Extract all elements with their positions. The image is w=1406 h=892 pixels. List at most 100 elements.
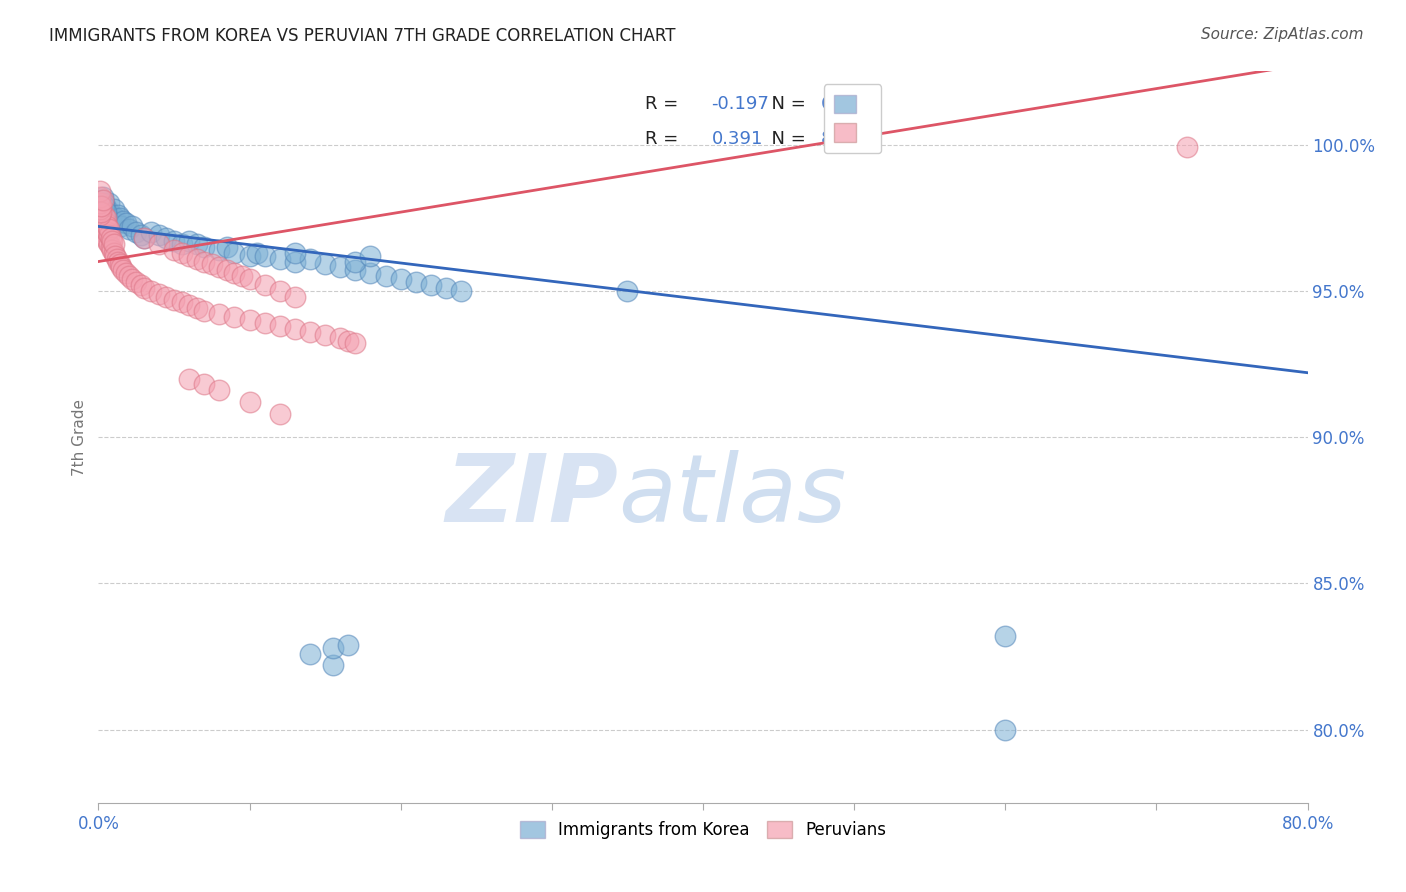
Text: R =: R =	[645, 95, 683, 113]
Point	[269, 407, 291, 421]
Point	[239, 272, 262, 286]
Point	[100, 240, 122, 254]
Point	[108, 257, 131, 271]
Point	[215, 240, 238, 254]
Point	[114, 217, 136, 231]
Point	[224, 266, 246, 280]
Point	[132, 231, 155, 245]
Point	[420, 277, 443, 292]
Point	[93, 228, 115, 243]
Point	[322, 640, 344, 655]
Point	[108, 211, 131, 225]
Text: atlas: atlas	[619, 450, 846, 541]
Point	[231, 269, 253, 284]
Point	[284, 290, 307, 304]
Point	[193, 304, 215, 318]
Point	[98, 222, 121, 236]
Point	[89, 196, 111, 211]
Point	[344, 254, 367, 268]
Point	[93, 199, 115, 213]
Point	[284, 245, 307, 260]
Point	[179, 249, 201, 263]
Point	[253, 249, 276, 263]
Point	[98, 228, 121, 243]
Point	[96, 219, 118, 234]
Point	[344, 263, 367, 277]
Point	[94, 204, 117, 219]
Point	[94, 222, 117, 236]
Point	[100, 211, 122, 225]
Text: Source: ZipAtlas.com: Source: ZipAtlas.com	[1201, 27, 1364, 42]
Point	[90, 204, 112, 219]
Point	[100, 231, 122, 245]
Point	[299, 325, 322, 339]
Point	[163, 234, 186, 248]
Point	[269, 252, 291, 266]
Point	[405, 275, 427, 289]
Point	[90, 219, 112, 234]
Point	[299, 647, 322, 661]
Point	[179, 234, 201, 248]
Point	[96, 211, 118, 225]
Point	[107, 208, 129, 222]
Point	[96, 225, 118, 239]
Point	[98, 196, 121, 211]
Point	[329, 330, 352, 344]
Point	[193, 377, 215, 392]
Point	[98, 204, 121, 219]
Point	[141, 225, 163, 239]
Point	[125, 225, 148, 239]
Point	[101, 208, 124, 222]
Point	[141, 284, 163, 298]
Point	[105, 252, 128, 266]
Point	[90, 199, 112, 213]
Point	[994, 723, 1017, 737]
Text: N =: N =	[759, 129, 811, 148]
Point	[148, 228, 170, 243]
Point	[170, 237, 193, 252]
Point	[103, 245, 125, 260]
Point	[101, 243, 124, 257]
Point	[89, 208, 111, 222]
Point	[89, 190, 111, 204]
Point	[360, 266, 382, 280]
Point	[132, 281, 155, 295]
Point	[121, 272, 143, 286]
Point	[148, 286, 170, 301]
Point	[215, 263, 238, 277]
Point	[91, 202, 114, 216]
Point	[208, 243, 231, 257]
Point	[111, 213, 134, 227]
Point	[186, 237, 208, 252]
Point	[193, 240, 215, 254]
Point	[994, 629, 1017, 643]
Point	[389, 272, 412, 286]
Point	[91, 225, 114, 239]
Point	[91, 211, 114, 225]
Point	[121, 219, 143, 234]
Point	[90, 213, 112, 227]
Text: 65: 65	[820, 95, 844, 113]
Point	[90, 193, 112, 207]
Point	[299, 252, 322, 266]
Point	[104, 249, 127, 263]
Point	[89, 202, 111, 216]
Point	[336, 638, 359, 652]
Point	[179, 298, 201, 312]
Point	[132, 231, 155, 245]
Text: 0.391: 0.391	[711, 129, 763, 148]
Point	[98, 237, 121, 252]
Point	[246, 245, 269, 260]
Point	[148, 237, 170, 252]
Point	[253, 277, 276, 292]
Point	[163, 243, 186, 257]
Text: ZIP: ZIP	[446, 450, 619, 541]
Point	[110, 219, 132, 234]
Point	[344, 336, 367, 351]
Point	[118, 269, 141, 284]
Point	[253, 316, 276, 330]
Point	[125, 275, 148, 289]
Point	[208, 260, 231, 275]
Point	[269, 318, 291, 333]
Point	[104, 211, 127, 225]
